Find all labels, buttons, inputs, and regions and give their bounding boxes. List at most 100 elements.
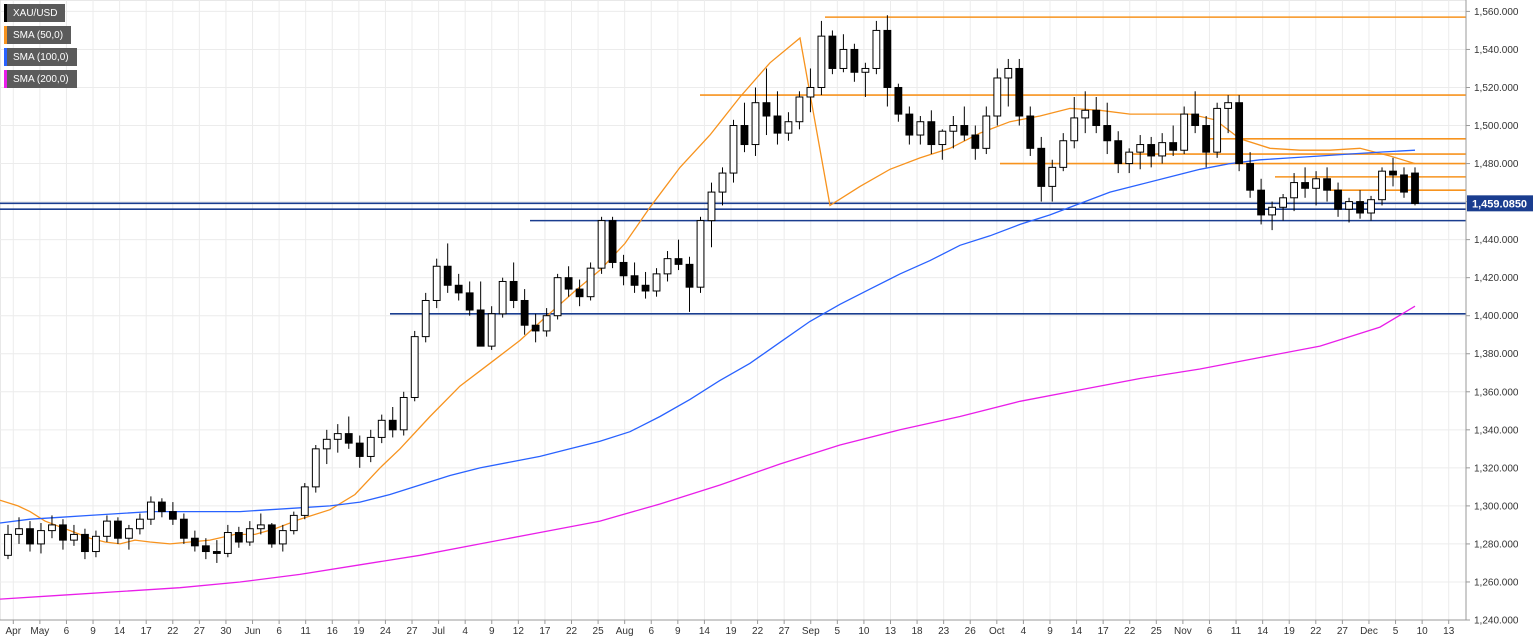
- candle-body: [1103, 125, 1112, 142]
- candle-body: [421, 299, 430, 338]
- candle-body: [1279, 197, 1288, 208]
- x-tick-label: 11: [300, 626, 311, 637]
- x-tick-label: 9: [489, 626, 495, 637]
- candle-body: [542, 315, 551, 332]
- x-tick-label: 13: [1443, 626, 1455, 637]
- candle-body: [1345, 201, 1353, 210]
- candle-body: [509, 280, 518, 301]
- legend: XAU/USD SMA (50,0) SMA (100,0) SMA (200,…: [4, 4, 77, 92]
- y-tick-label: 1,260.000: [1474, 577, 1519, 588]
- legend-item-xauusd[interactable]: XAU/USD: [4, 4, 66, 22]
- candle-body: [1147, 144, 1156, 157]
- candle-body: [135, 518, 144, 530]
- candle-body: [300, 486, 309, 516]
- legend-item-sma100[interactable]: SMA (100,0): [4, 48, 77, 66]
- legend-item-sma200[interactable]: SMA (200,0): [4, 70, 77, 88]
- candle-body: [1378, 170, 1386, 201]
- y-tick-label: 1,440.000: [1474, 235, 1519, 246]
- legend-label: XAU/USD: [13, 7, 58, 19]
- candle-body: [641, 284, 650, 292]
- candle-body: [410, 336, 419, 398]
- legend-swatch: [4, 26, 7, 44]
- y-tick-label: 1,360.000: [1474, 387, 1519, 398]
- x-tick-label: 24: [380, 626, 392, 637]
- x-tick-label: Jun: [244, 626, 260, 637]
- candle-body: [1312, 178, 1320, 189]
- y-tick-label: 1,540.000: [1474, 45, 1519, 56]
- candle-body: [806, 86, 815, 98]
- x-tick-label: 10: [1417, 626, 1429, 637]
- x-tick-label: Jul: [432, 626, 445, 637]
- x-tick-label: 17: [141, 626, 153, 637]
- candle-body: [971, 134, 980, 149]
- candle-body: [1323, 178, 1331, 191]
- candle-body: [1224, 102, 1233, 109]
- candle-body: [817, 35, 826, 88]
- candle-body: [740, 125, 749, 146]
- x-tick-label: Apr: [6, 626, 22, 637]
- candle-body: [1411, 172, 1419, 204]
- candle-body: [81, 533, 89, 553]
- x-tick-label: 27: [406, 626, 418, 637]
- candle-body: [256, 524, 265, 530]
- x-tick-label: 19: [353, 626, 365, 637]
- x-tick-label: 11: [1231, 626, 1242, 637]
- candle-body: [344, 433, 353, 444]
- candle-body: [267, 524, 276, 545]
- candle-body: [784, 121, 793, 134]
- candle-body: [443, 265, 452, 286]
- x-tick-label: 22: [566, 626, 578, 637]
- y-tick-label: 1,280.000: [1474, 539, 1519, 550]
- x-tick-label: 6: [276, 626, 282, 637]
- price-tag-box: [1467, 195, 1533, 212]
- candle-body: [333, 433, 342, 440]
- legend-item-sma50[interactable]: SMA (50,0): [4, 26, 72, 44]
- candle-body: [1246, 163, 1255, 191]
- x-tick-label: 27: [1337, 626, 1349, 637]
- candle-body: [1191, 113, 1200, 127]
- x-tick-label: 9: [675, 626, 681, 637]
- candle-body: [916, 121, 925, 136]
- candle-body: [938, 130, 947, 146]
- x-tick-label: 25: [593, 626, 605, 637]
- candle-body: [839, 48, 848, 69]
- candle-body: [1268, 206, 1277, 216]
- candle-body: [861, 67, 870, 73]
- candle-body: [201, 545, 210, 553]
- candle-body: [1158, 142, 1167, 157]
- legend-swatch: [4, 4, 7, 22]
- candle-body: [982, 115, 991, 149]
- sma-line: [0, 36, 1416, 545]
- x-tick-label: 14: [699, 626, 711, 637]
- x-tick-label: 17: [539, 626, 551, 637]
- candle-body: [1334, 189, 1342, 210]
- candle-body: [454, 284, 463, 294]
- candle-body: [432, 265, 441, 301]
- legend-label: SMA (100,0): [13, 51, 69, 63]
- plot-area: [0, 0, 1467, 621]
- candle-body: [377, 419, 386, 438]
- x-tick-label: 22: [752, 626, 764, 637]
- candle-body: [674, 258, 683, 265]
- candle-body: [696, 220, 705, 288]
- y-tick-label: 1,240.000: [1474, 616, 1519, 627]
- y-tick-label: 1,400.000: [1474, 311, 1519, 322]
- sma-line: [0, 149, 1416, 524]
- candle-body: [1290, 182, 1298, 199]
- x-tick-label: 6: [64, 626, 70, 637]
- candle-body: [388, 419, 397, 431]
- candle-body: [1004, 67, 1013, 79]
- x-tick-label: 4: [1021, 626, 1027, 637]
- candle-body: [564, 277, 573, 290]
- x-tick-label: 4: [462, 626, 468, 637]
- candle-body: [685, 263, 694, 288]
- candle-body: [1070, 117, 1079, 142]
- candle-body: [1015, 67, 1024, 117]
- last-price-tag: 1,459.0850: [1467, 195, 1533, 212]
- x-tick-label: 14: [114, 626, 126, 637]
- moving-averages: [0, 36, 1416, 600]
- candle-body: [1136, 144, 1145, 153]
- x-tick-label: 5: [1393, 626, 1399, 637]
